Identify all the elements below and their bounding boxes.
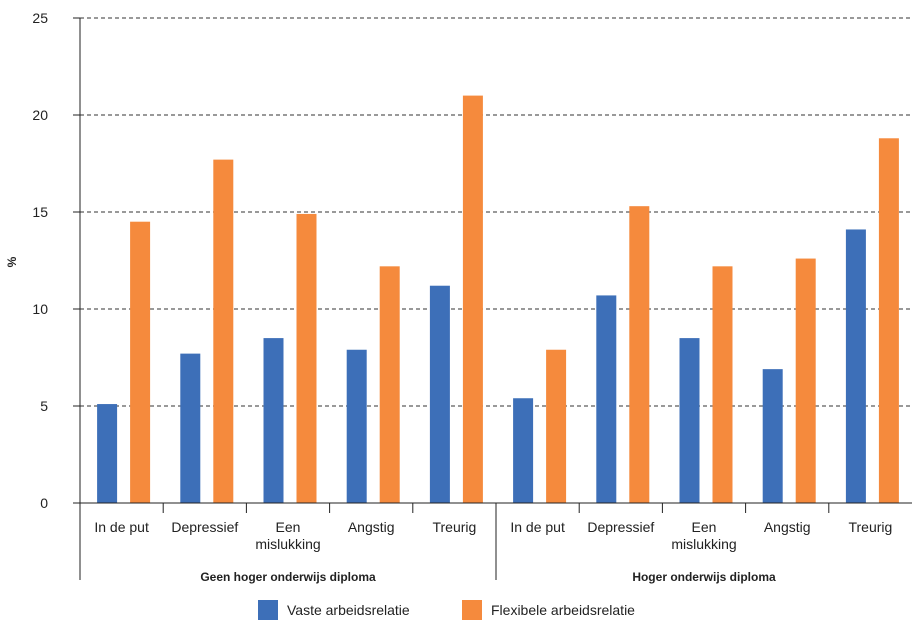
bar-vaste <box>180 353 201 503</box>
x-tick-label: In de put <box>94 519 149 535</box>
x-tick-label: Een <box>692 519 717 535</box>
bar-vaste <box>679 338 700 503</box>
legend: Vaste arbeidsrelatie Flexibele arbeidsrel… <box>258 600 635 620</box>
bar-flexibele <box>878 138 899 503</box>
y-axis-label: % <box>5 256 19 267</box>
x-tick-label: mislukking <box>255 536 320 552</box>
x-tick-label: Depressief <box>587 519 654 535</box>
bars <box>97 95 899 503</box>
group-labels: Geen hoger onderwijs diploma Hoger onderw… <box>79 503 776 584</box>
y-tick-label: 5 <box>40 398 48 414</box>
group-label: Geen hoger onderwijs diploma <box>200 570 376 584</box>
x-tick-label: In de put <box>510 519 565 535</box>
bar-vaste <box>845 229 866 503</box>
x-tick-label: Angstig <box>764 519 811 535</box>
bar-vaste <box>97 404 118 503</box>
legend-swatch <box>258 600 278 620</box>
bar-flexibele <box>712 266 733 503</box>
x-tick-label: Een <box>276 519 301 535</box>
x-tick-label: mislukking <box>671 536 736 552</box>
y-tick-label: 15 <box>32 204 48 220</box>
gridlines <box>80 17 912 407</box>
bar-vaste <box>762 369 783 503</box>
y-tick-label: 25 <box>32 10 48 26</box>
group-label: Hoger onderwijs diploma <box>632 570 776 584</box>
bar-flexibele <box>296 213 317 503</box>
x-tick-label: Depressief <box>171 519 238 535</box>
bar-vaste <box>513 398 534 503</box>
y-tick-label: 20 <box>32 107 48 123</box>
y-tick-label: 10 <box>32 301 48 317</box>
bar-flexibele <box>462 95 483 503</box>
x-tick-label: Treurig <box>848 519 892 535</box>
bar-flexibele <box>546 349 567 503</box>
bar-vaste <box>596 295 617 503</box>
bar-vaste <box>346 349 367 503</box>
axes <box>79 18 912 504</box>
bar-flexibele <box>130 221 151 503</box>
bar-vaste <box>429 285 450 503</box>
legend-label: Flexibele arbeidsrelatie <box>491 602 635 618</box>
legend-label: Vaste arbeidsrelatie <box>287 602 410 618</box>
y-tick-label: 0 <box>40 495 48 511</box>
x-tick-label: Treurig <box>432 519 476 535</box>
x-tick-label: Angstig <box>348 519 395 535</box>
bar-flexibele <box>213 159 234 503</box>
bar-flexibele <box>379 266 400 503</box>
bar-flexibele <box>795 258 816 503</box>
legend-swatch <box>462 600 482 620</box>
bar-flexibele <box>629 206 650 503</box>
bar-vaste <box>263 338 284 503</box>
y-tick-labels: 0 5 10 15 20 25 <box>32 10 80 511</box>
